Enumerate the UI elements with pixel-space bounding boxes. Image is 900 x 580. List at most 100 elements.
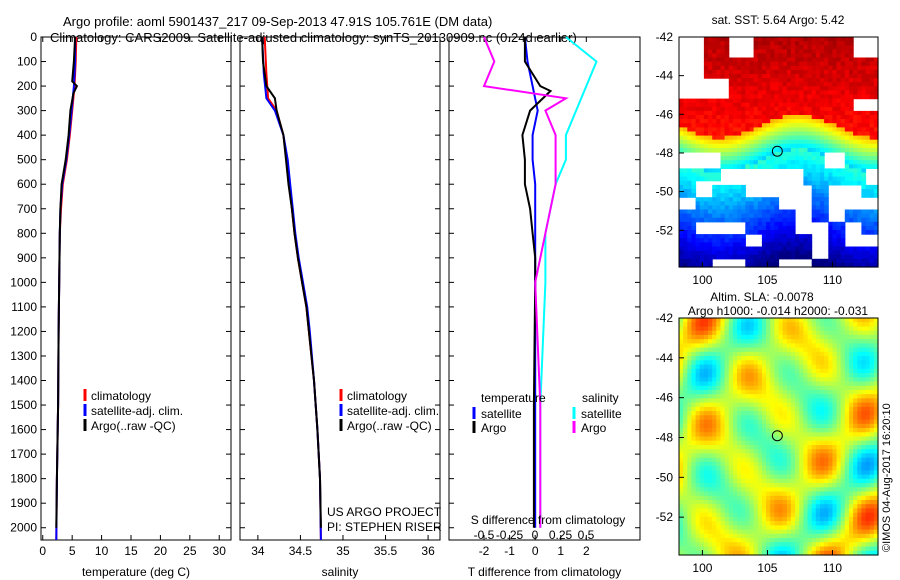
map-cell <box>720 57 726 63</box>
map-cell <box>869 119 875 124</box>
map-cell <box>790 78 796 83</box>
map-cell <box>844 127 850 133</box>
map-cell <box>757 449 763 454</box>
map-cell <box>699 246 705 252</box>
map-cell <box>753 381 759 387</box>
map-cell <box>737 377 742 383</box>
map-cell <box>786 504 792 509</box>
map-cell <box>683 193 688 198</box>
map-cell <box>703 478 709 484</box>
map-cell <box>857 127 862 133</box>
map-cell <box>724 135 730 141</box>
map-cell <box>753 546 759 552</box>
map-cell <box>741 205 746 211</box>
map-cell <box>732 495 738 501</box>
map-cell <box>703 525 709 531</box>
map-cell <box>853 131 858 137</box>
map-cell <box>849 61 854 67</box>
map-cell <box>687 364 692 370</box>
map-cell <box>708 449 713 454</box>
map-cell <box>720 41 726 46</box>
map-cell <box>824 184 829 190</box>
map-cell <box>832 351 838 357</box>
map-cell <box>757 533 763 539</box>
map-cell <box>695 364 701 370</box>
map-cell <box>770 449 775 454</box>
map-cell <box>807 135 813 141</box>
map-cell <box>708 168 713 174</box>
map-cell <box>745 221 750 227</box>
map-cell <box>720 74 726 79</box>
map-cell <box>857 428 862 433</box>
map-cell <box>720 423 726 429</box>
map-cell <box>679 98 684 104</box>
map-cell <box>737 516 742 522</box>
map-cell <box>749 258 755 264</box>
map-cell <box>737 466 742 471</box>
map-cell <box>770 225 775 231</box>
map-cell <box>832 119 838 124</box>
map-cell <box>703 419 709 425</box>
map-cell <box>824 106 829 112</box>
map-cell <box>720 546 726 552</box>
map-cell <box>741 164 746 169</box>
map-cell <box>774 41 780 46</box>
y-tick-label: -42 <box>656 30 674 44</box>
map-cell <box>691 258 697 264</box>
map-cell <box>703 98 709 104</box>
map-cell <box>799 90 804 96</box>
map-cell <box>807 53 813 59</box>
map-cell <box>761 474 767 480</box>
map-cell <box>865 360 871 366</box>
map-cell <box>720 436 726 442</box>
map-cell <box>724 453 730 459</box>
map-cell <box>815 521 821 526</box>
map-cell <box>795 90 800 96</box>
map-cell <box>724 326 730 332</box>
map-cell <box>844 213 850 219</box>
map-cell <box>861 483 867 488</box>
map-cell <box>840 57 846 63</box>
map-cell <box>749 326 755 332</box>
map-cell <box>782 478 788 484</box>
map-cell <box>712 147 717 153</box>
map-cell <box>724 445 730 450</box>
map-cell <box>803 152 809 157</box>
map-cell <box>716 436 721 442</box>
map-cell <box>737 246 742 252</box>
map-cell <box>844 457 850 463</box>
map-cell <box>815 516 821 522</box>
map-cell <box>824 168 829 174</box>
map-cell <box>761 65 767 71</box>
map-cell <box>778 373 784 378</box>
map-cell <box>811 326 817 332</box>
map-cell <box>737 213 742 219</box>
map-cell <box>720 406 726 412</box>
map-cell <box>853 453 858 459</box>
map-cell <box>687 193 692 198</box>
map-cell <box>699 318 705 323</box>
map-cell <box>757 326 763 332</box>
x-tick-label: 35.5 <box>374 544 398 558</box>
x-tick-label: -2 <box>479 544 490 558</box>
map-cell <box>807 90 813 96</box>
map-cell <box>828 504 833 509</box>
map-cell <box>753 57 759 63</box>
map-cell <box>820 65 825 71</box>
map-cell <box>836 242 842 248</box>
map-cell <box>716 368 721 374</box>
map-cell <box>770 254 775 260</box>
map-cell <box>786 98 792 104</box>
map-cell <box>782 445 788 450</box>
map-cell <box>803 172 809 178</box>
map-cell <box>770 152 775 157</box>
map-cell <box>724 436 730 442</box>
map-cell <box>708 176 713 182</box>
map-cell <box>849 470 854 476</box>
map-cell <box>790 402 796 408</box>
map-cell <box>720 373 726 378</box>
map-cell <box>745 205 750 211</box>
map-cell <box>761 525 767 531</box>
map-cell <box>836 381 842 387</box>
map-cell <box>836 373 842 378</box>
